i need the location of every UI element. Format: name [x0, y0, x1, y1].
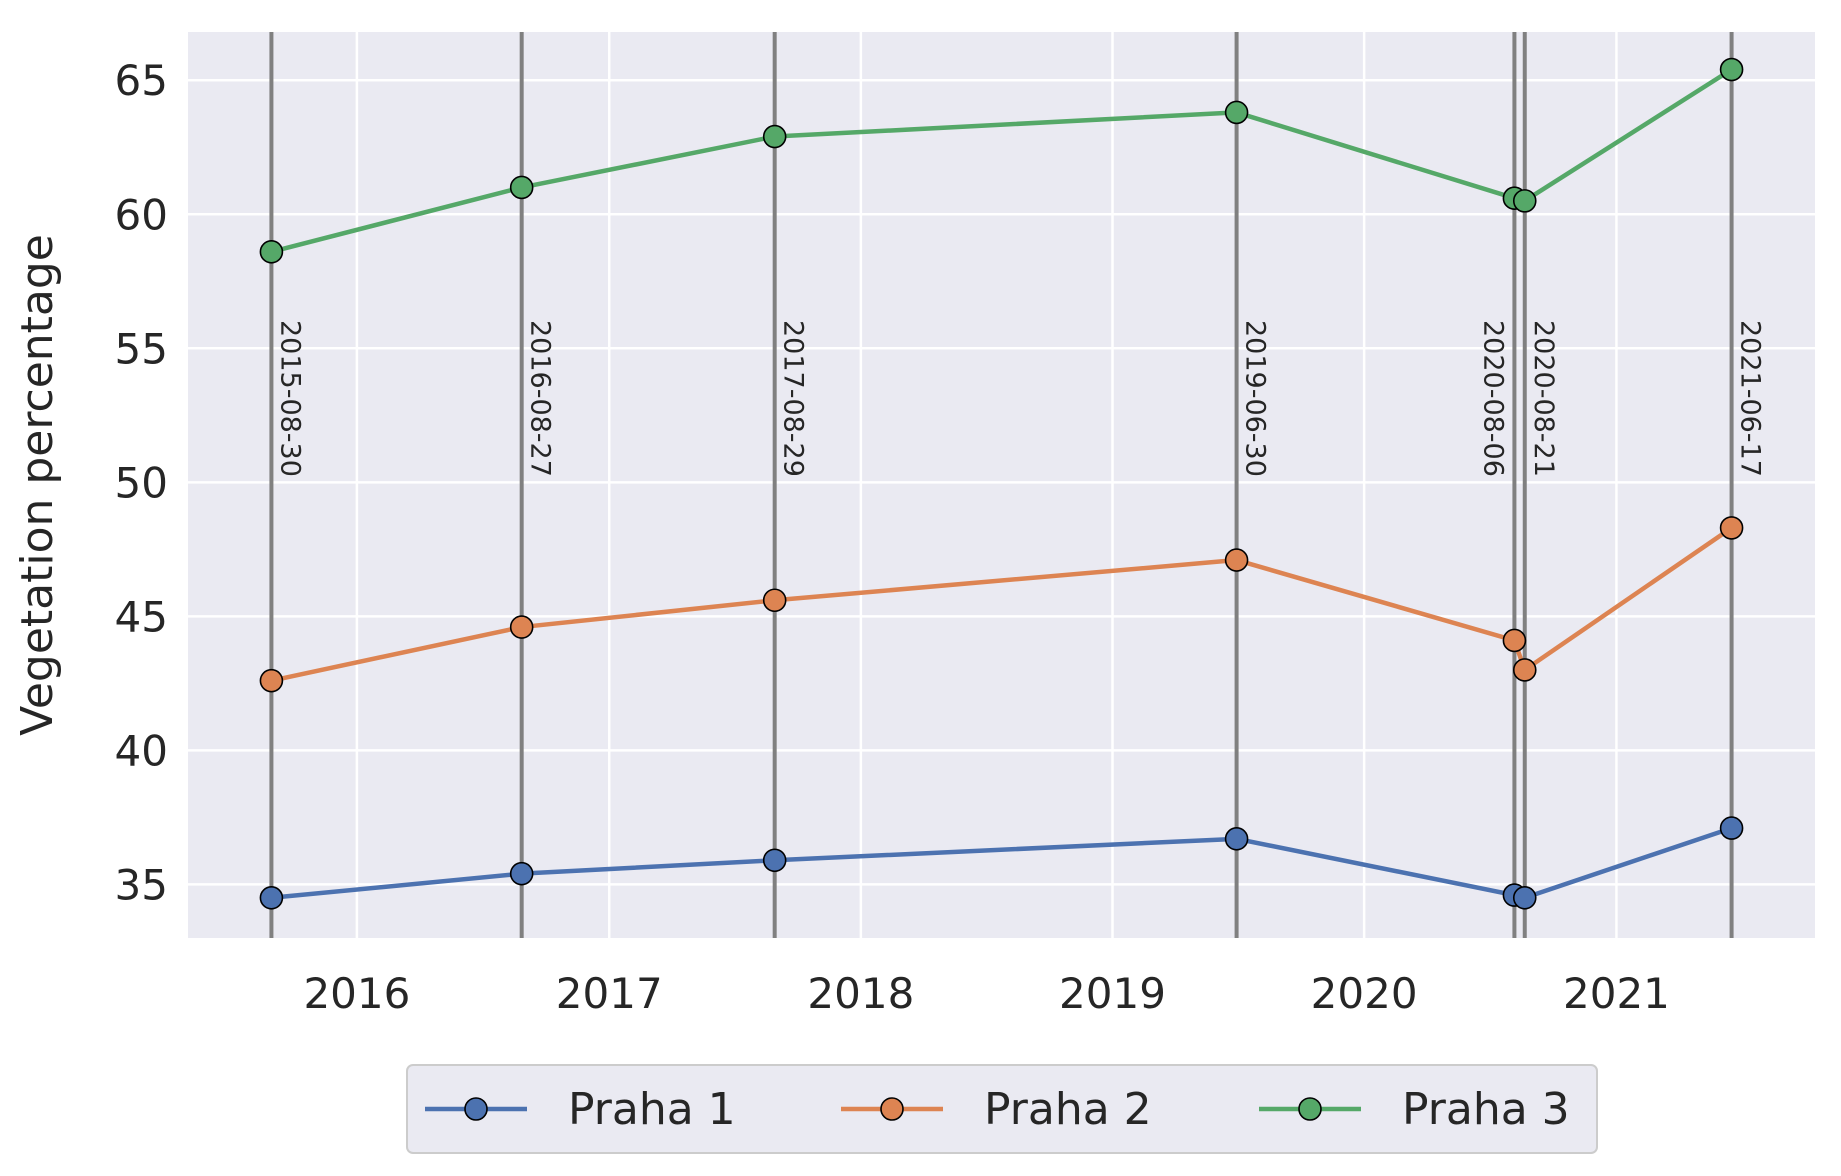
y-tick-label: 55 [115, 324, 168, 373]
event-date-label: 2020-08-21 [1528, 320, 1559, 477]
y-tick-label: 45 [115, 592, 168, 641]
legend-point-marker [1298, 1097, 1322, 1121]
data-point [1512, 885, 1537, 910]
data-point [1512, 658, 1537, 682]
data-point [259, 668, 284, 693]
data-point [762, 124, 787, 149]
y-tick-label: 50 [115, 458, 168, 507]
x-axis: 2016 2017 2018 2019 2020 2021 [303, 969, 1669, 1018]
legend: Praha 1 Praha 2 Praha 3 [406, 1064, 1598, 1154]
data-point [259, 239, 284, 264]
x-tick-label: 2017 [556, 969, 663, 1018]
grid-lines [188, 32, 1815, 938]
event-lines: 2015-08-30 2016-08-27 2017-08-29 2019-06-30… [269, 32, 1766, 938]
legend-point-marker [464, 1097, 488, 1121]
y-tick-label: 65 [115, 56, 168, 105]
data-point [1512, 189, 1537, 213]
data-point [509, 615, 534, 639]
data-point [1224, 100, 1249, 125]
data-point [1719, 816, 1744, 840]
event-date-label: 2021-06-17 [1735, 320, 1766, 477]
y-axis-title: Vegetation percentage [12, 234, 63, 736]
legend-label: Praha 2 [984, 1084, 1152, 1135]
data-point [509, 861, 534, 886]
data-point [509, 175, 534, 200]
data-point [1719, 57, 1744, 82]
data-point [259, 885, 284, 910]
plot-background [188, 32, 1815, 938]
y-tick-label: 35 [115, 860, 168, 909]
legend-box [406, 1064, 1598, 1154]
legend-label: Praha 3 [1402, 1084, 1570, 1135]
event-date-label: 2016-08-27 [525, 320, 556, 477]
data-point [762, 848, 787, 873]
data-point [1719, 516, 1744, 540]
data-point [1502, 628, 1527, 653]
y-axis: 35 40 45 50 55 60 65 [115, 56, 168, 909]
event-date-label: 2015-08-30 [274, 320, 305, 477]
event-date-label: 2020-08-06 [1477, 320, 1508, 477]
y-tick-label: 40 [115, 726, 168, 775]
x-tick-label: 2021 [1563, 969, 1670, 1018]
x-tick-label: 2020 [1311, 969, 1418, 1018]
event-date-label: 2019-06-30 [1240, 320, 1271, 477]
legend-label: Praha 1 [568, 1084, 736, 1135]
series-lines [259, 57, 1744, 910]
data-point [1224, 548, 1249, 572]
legend-point-marker [880, 1097, 904, 1121]
x-tick-label: 2016 [303, 969, 410, 1018]
x-tick-label: 2018 [807, 969, 914, 1018]
x-tick-label: 2019 [1059, 969, 1166, 1018]
data-point [762, 588, 787, 613]
data-point [1224, 827, 1249, 851]
event-date-label: 2017-08-29 [778, 320, 809, 477]
y-tick-label: 60 [115, 190, 168, 239]
